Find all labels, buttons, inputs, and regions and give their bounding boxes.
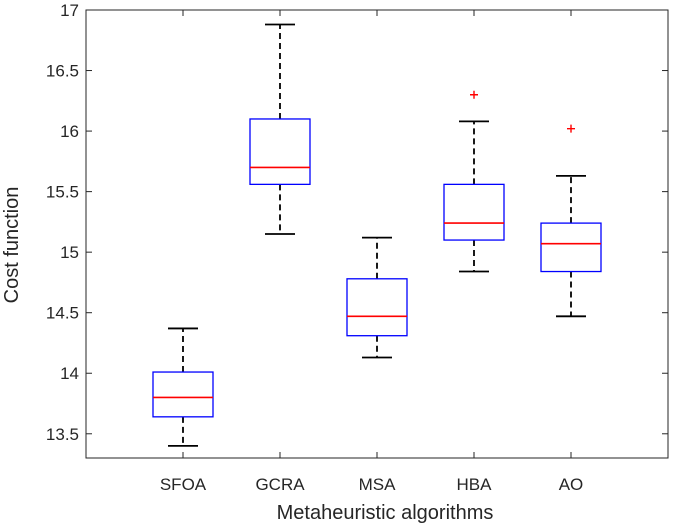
x-tick-label: GCRA (255, 475, 305, 494)
y-tick-label: 15.5 (46, 183, 79, 202)
x-tick-label: AO (559, 475, 584, 494)
plot-area: 13.5 14 14.5 15 15.5 16 16.5 17 SFOA GCRA MSA HBA AO (46, 1, 669, 494)
x-tick-label: MSA (359, 475, 397, 494)
x-axis-title: Metaheuristic algorithms (277, 502, 494, 524)
box-ao (540, 222, 602, 273)
box-msa (346, 278, 408, 337)
y-tick-label: 17 (60, 1, 79, 20)
box-hba (443, 183, 505, 241)
y-tick-label: 16.5 (46, 62, 79, 81)
box-gcra (249, 118, 311, 186)
x-tick-label: SFOA (160, 475, 207, 494)
y-tick-label: 14 (60, 364, 79, 383)
y-tick-label: 15 (60, 243, 79, 262)
y-tick-label: 13.5 (46, 425, 79, 444)
y-tick-label: 14.5 (46, 304, 79, 323)
x-tick-label: HBA (457, 475, 493, 494)
y-tick-label: 16 (60, 122, 79, 141)
y-axis-title: Cost function (1, 187, 23, 304)
outlier-marker (470, 90, 478, 99)
outlier-marker (567, 124, 575, 133)
box-sfoa (152, 371, 214, 418)
